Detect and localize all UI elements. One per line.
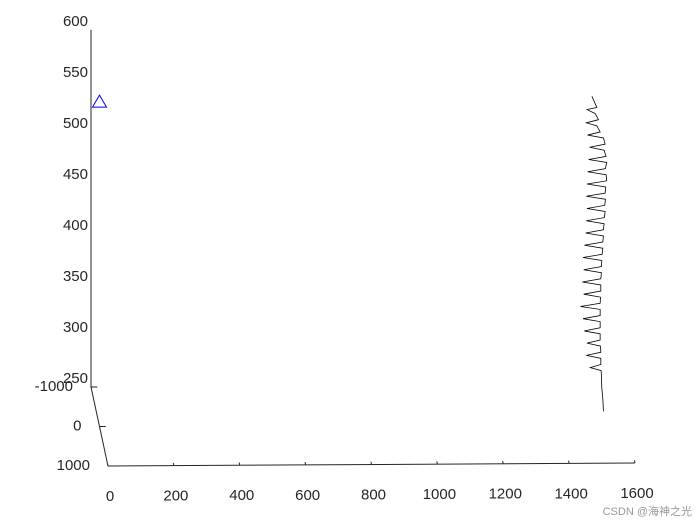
x-tick <box>370 461 372 465</box>
triangle-marker <box>91 94 108 108</box>
z-tick-label: 450 <box>63 166 88 183</box>
x-tick-label: 200 <box>163 488 188 505</box>
x-tick <box>633 460 636 464</box>
z-tick-label: 250 <box>63 370 88 387</box>
z-tick-label: 350 <box>63 268 88 285</box>
z-tick-label: 300 <box>63 319 88 336</box>
x-tick <box>106 463 109 467</box>
x-tick-label: 1400 <box>554 485 587 502</box>
x-tick-label: 0 <box>106 488 114 505</box>
x-tick <box>172 462 175 466</box>
trajectory-line <box>580 96 608 412</box>
watermark: CSDN @海神之光 <box>603 504 692 518</box>
z-tick-label: 550 <box>63 64 88 81</box>
x-tick <box>238 462 241 466</box>
x-tick <box>502 460 504 464</box>
y-tick-label: -1000 <box>35 378 73 395</box>
x-tick-label: 1600 <box>620 485 653 502</box>
z-tick-label: 400 <box>63 217 88 234</box>
x-tick-label: 1000 <box>423 486 456 503</box>
x-tick-label: 800 <box>361 486 386 503</box>
x-tick-label: 1200 <box>489 486 522 503</box>
x-tick <box>304 462 307 465</box>
x-tick-label: 400 <box>229 487 254 504</box>
x-tick <box>568 460 570 464</box>
z-tick-label: 600 <box>63 13 88 30</box>
y-tick-label: 0 <box>73 417 81 434</box>
z-tick-label: 500 <box>63 115 88 132</box>
y-tick-label: 1000 <box>57 457 90 474</box>
x-tick-label: 600 <box>295 487 320 504</box>
x-tick <box>436 461 438 465</box>
